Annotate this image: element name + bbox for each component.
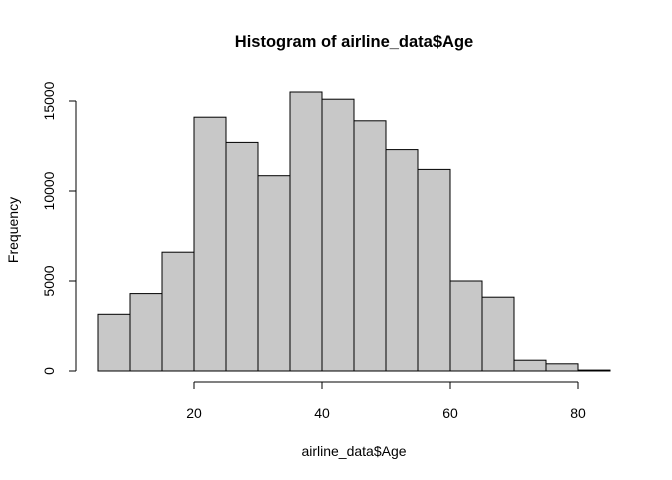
histogram-bar — [161, 251, 195, 372]
histogram-bar — [577, 369, 611, 372]
histogram-bar — [417, 168, 451, 372]
histogram-bar — [129, 293, 163, 372]
x-axis-label: airline_data$Age — [301, 443, 406, 459]
histogram-bar — [97, 313, 131, 372]
x-axis: 20 40 60 80 — [186, 381, 586, 421]
histogram-bar — [353, 120, 387, 372]
histogram-bar — [513, 359, 547, 372]
x-tick-label: 60 — [442, 405, 458, 421]
y-tick-label: 5000 — [41, 265, 57, 296]
histogram-bar — [193, 116, 227, 372]
histogram-bar — [545, 363, 579, 372]
y-axis-label: Frequency — [5, 197, 21, 263]
histogram-bar — [225, 141, 259, 372]
y-tick-label: 15000 — [41, 81, 57, 120]
x-tick-label: 20 — [186, 405, 202, 421]
histogram-bar — [289, 91, 323, 372]
histogram-bar — [385, 149, 419, 372]
histogram-bar — [321, 98, 355, 372]
chart-title: Histogram of airline_data$Age — [235, 33, 473, 51]
x-tick-label: 40 — [314, 405, 330, 421]
y-tick-label: 10000 — [41, 171, 57, 210]
histogram-bar — [481, 296, 515, 372]
y-tick-label: 0 — [41, 367, 57, 375]
x-tick-label: 80 — [570, 405, 586, 421]
histogram-bar — [257, 175, 291, 372]
histogram-bar — [449, 280, 483, 372]
bars-group — [97, 91, 611, 372]
y-axis: 0 5000 10000 15000 — [41, 81, 77, 375]
